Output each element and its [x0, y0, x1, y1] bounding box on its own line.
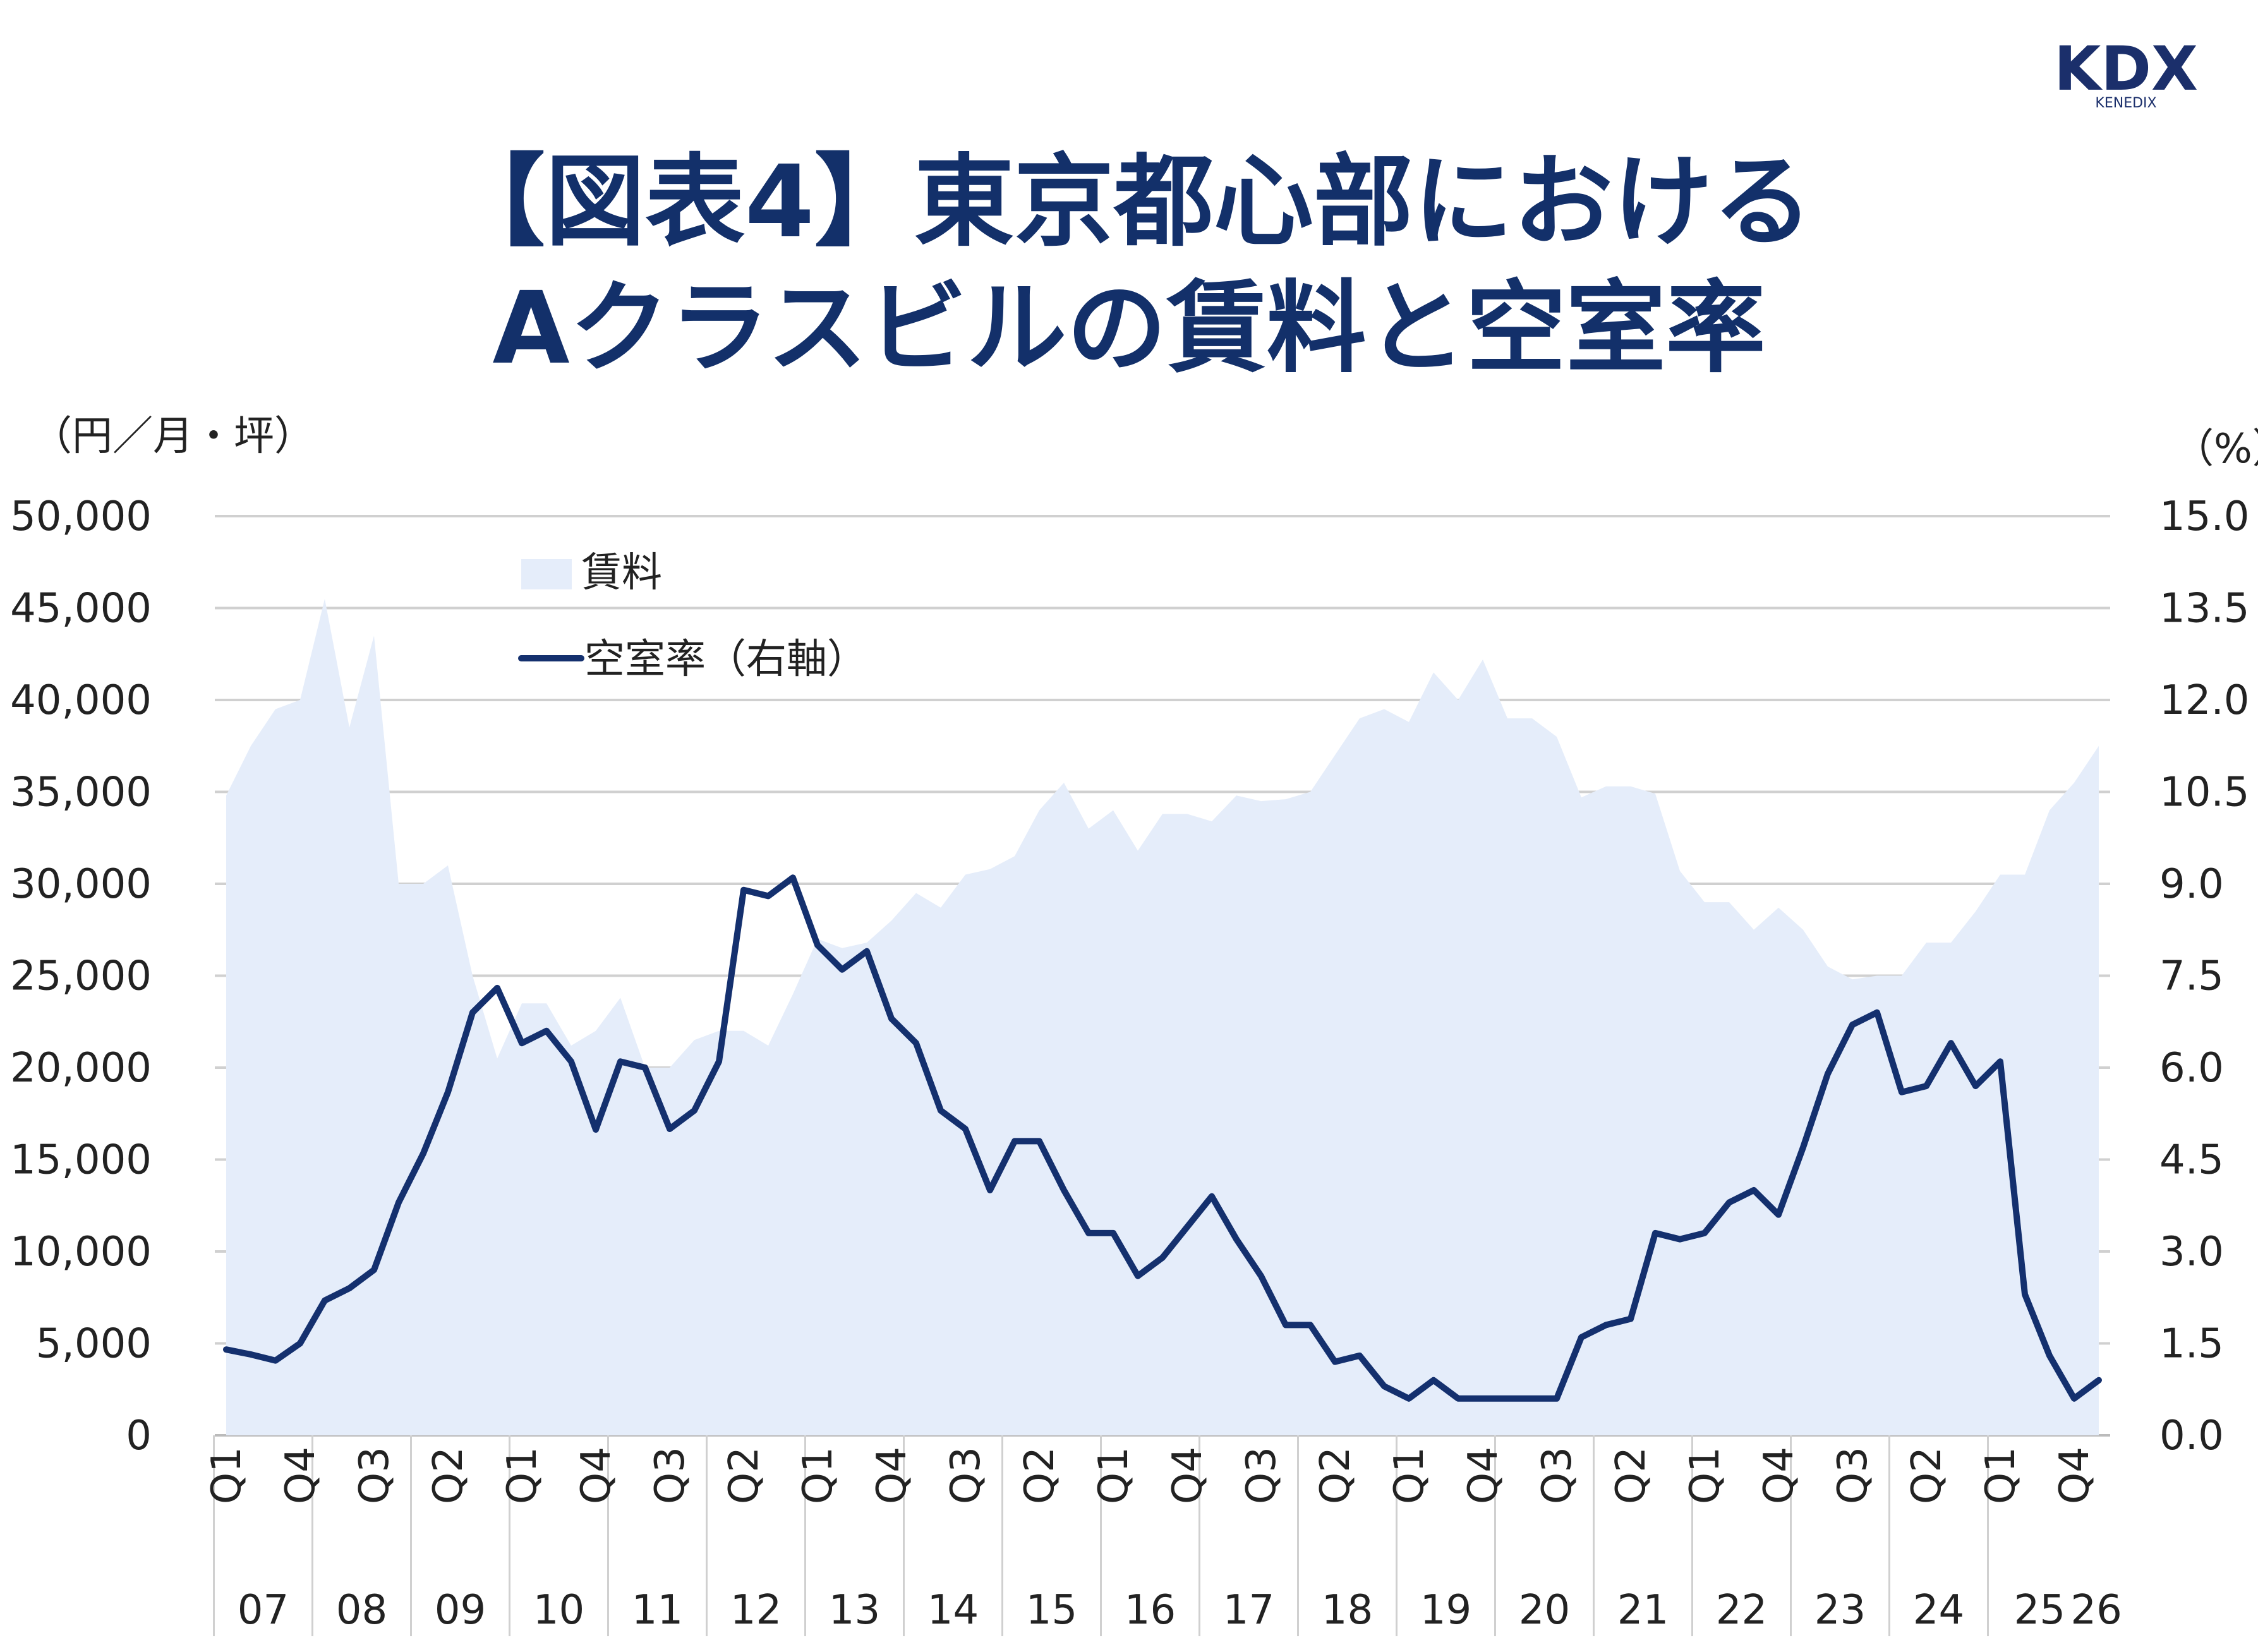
left-tick-label: 45,000 [10, 586, 152, 632]
x-quarter-label: Q1 [1977, 1447, 2024, 1504]
legend-rent-label: 賃料 [581, 550, 662, 596]
x-quarter-label: Q4 [869, 1447, 915, 1504]
chart-title-line1: 【図表4】東京都心部における [445, 144, 1813, 260]
x-year-label: 12 [730, 1587, 782, 1634]
x-quarter-label: Q4 [1756, 1447, 1802, 1504]
x-year-labels: 07 08 09 10 11 12 13 14 15 16 17 18 19 20 21 22 23 24 25 26 [238, 1587, 2122, 1634]
x-year-label: 22 [1716, 1587, 1767, 1634]
x-year-label: 15 [1026, 1587, 1077, 1634]
logo-subtext: KENEDIX [2095, 95, 2156, 111]
right-tick-label: 3.0 [2159, 1229, 2224, 1275]
right-tick-label: 9.0 [2159, 861, 2224, 908]
x-year-label: 18 [1322, 1587, 1373, 1634]
x-quarter-label: Q1 [1386, 1447, 1433, 1504]
x-year-label: 25 [2014, 1587, 2065, 1634]
right-tick-label: 0.0 [2159, 1413, 2224, 1459]
legend-vacancy-label: 空室率（右軸） [584, 636, 867, 683]
left-tick-label: 10,000 [10, 1229, 152, 1275]
x-quarter-label: Q4 [277, 1447, 324, 1504]
chart-title-line2: Aクラスビルの賃料と空室率 [492, 270, 1766, 387]
x-quarter-label: Q2 [1904, 1447, 1950, 1504]
x-year-label: 21 [1617, 1587, 1669, 1634]
x-quarter-label: Q3 [647, 1447, 694, 1504]
right-tick-label: 1.5 [2159, 1321, 2224, 1368]
x-quarter-label: Q1 [1090, 1447, 1137, 1504]
x-year-label: 11 [632, 1587, 683, 1634]
x-quarter-label: Q2 [1608, 1447, 1655, 1504]
vacancy-line [223, 874, 2102, 1402]
x-year-label: 19 [1420, 1587, 1471, 1634]
x-quarter-label: Q1 [203, 1447, 250, 1504]
x-year-label: 16 [1125, 1587, 1176, 1634]
x-year-label: 23 [1814, 1587, 1866, 1634]
left-axis-unit: （円／月・坪） [32, 413, 315, 460]
left-tick-label: 5,000 [36, 1321, 152, 1368]
x-year-label: 09 [435, 1587, 486, 1634]
x-quarter-label: Q3 [943, 1447, 989, 1504]
x-year-label: 24 [1913, 1587, 1964, 1634]
x-year-label: 10 [533, 1587, 584, 1634]
x-year-label: 26 [2070, 1587, 2122, 1634]
x-quarter-label: Q2 [1017, 1447, 1063, 1504]
right-tick-label: 15.0 [2159, 493, 2250, 540]
x-quarter-label: Q2 [425, 1447, 472, 1504]
left-tick-label: 30,000 [10, 861, 152, 908]
left-tick-label: 0 [126, 1413, 152, 1459]
x-year-label: 07 [238, 1587, 289, 1634]
x-year-label: 17 [1223, 1587, 1274, 1634]
x-quarter-label: Q4 [573, 1447, 620, 1504]
right-tick-label: 13.5 [2159, 586, 2250, 632]
x-quarter-label: Q1 [499, 1447, 546, 1504]
x-quarter-label: Q3 [351, 1447, 398, 1504]
right-axis-unit: （%） [2173, 426, 2258, 473]
x-quarter-label: Q3 [1534, 1447, 1581, 1504]
left-tick-label: 15,000 [10, 1137, 152, 1184]
right-tick-label: 4.5 [2159, 1137, 2224, 1184]
x-quarter-label: Q4 [2051, 1447, 2098, 1504]
rent-area [226, 599, 2099, 1435]
left-tick-label: 35,000 [10, 769, 152, 816]
kdx-logo: KDX KENEDIX [2054, 38, 2198, 111]
left-tick-label: 25,000 [10, 953, 152, 1000]
left-tick-label: 20,000 [10, 1045, 152, 1092]
right-tick-label: 7.5 [2159, 953, 2224, 1000]
right-tick-label: 10.5 [2159, 769, 2250, 816]
x-year-label: 20 [1519, 1587, 1570, 1634]
legend-rent-swatch [521, 559, 572, 589]
x-year-label: 14 [927, 1587, 979, 1634]
right-tick-label: 6.0 [2159, 1045, 2224, 1092]
x-quarter-label: Q3 [1238, 1447, 1285, 1504]
x-year-label: 13 [829, 1587, 880, 1634]
x-quarter-label: Q2 [1312, 1447, 1359, 1504]
x-quarter-label: Q1 [1682, 1447, 1729, 1504]
x-quarter-label: Q2 [721, 1447, 768, 1504]
x-quarter-label: Q4 [1164, 1447, 1211, 1504]
legend: 賃料 空室率（右軸） [518, 550, 867, 683]
left-tick-label: 40,000 [10, 677, 152, 724]
left-tick-label: 50,000 [10, 493, 152, 540]
x-quarter-labels: Q1 Q4 Q3 Q2 Q1 Q4 Q3 Q2 Q1 Q4 Q3 Q2 Q1 Q4 Q3 Q2 Q1 Q4 Q3 Q2… [203, 1447, 2098, 1504]
x-year-label: 08 [336, 1587, 387, 1634]
x-quarter-label: Q4 [1460, 1447, 1507, 1504]
right-tick-label: 12.0 [2159, 677, 2250, 724]
left-axis-ticks: 50,000 45,000 40,000 35,000 30,000 25,000 20,0… [10, 493, 152, 1459]
x-quarter-label: Q1 [795, 1447, 842, 1504]
logo-text: KDX [2054, 38, 2198, 104]
x-quarter-label: Q3 [1830, 1447, 1876, 1504]
right-axis-ticks: 15.0 13.5 12.0 10.5 9.0 7.5 6.0 4.5 3.0 1.5 0.0 [2159, 493, 2250, 1459]
